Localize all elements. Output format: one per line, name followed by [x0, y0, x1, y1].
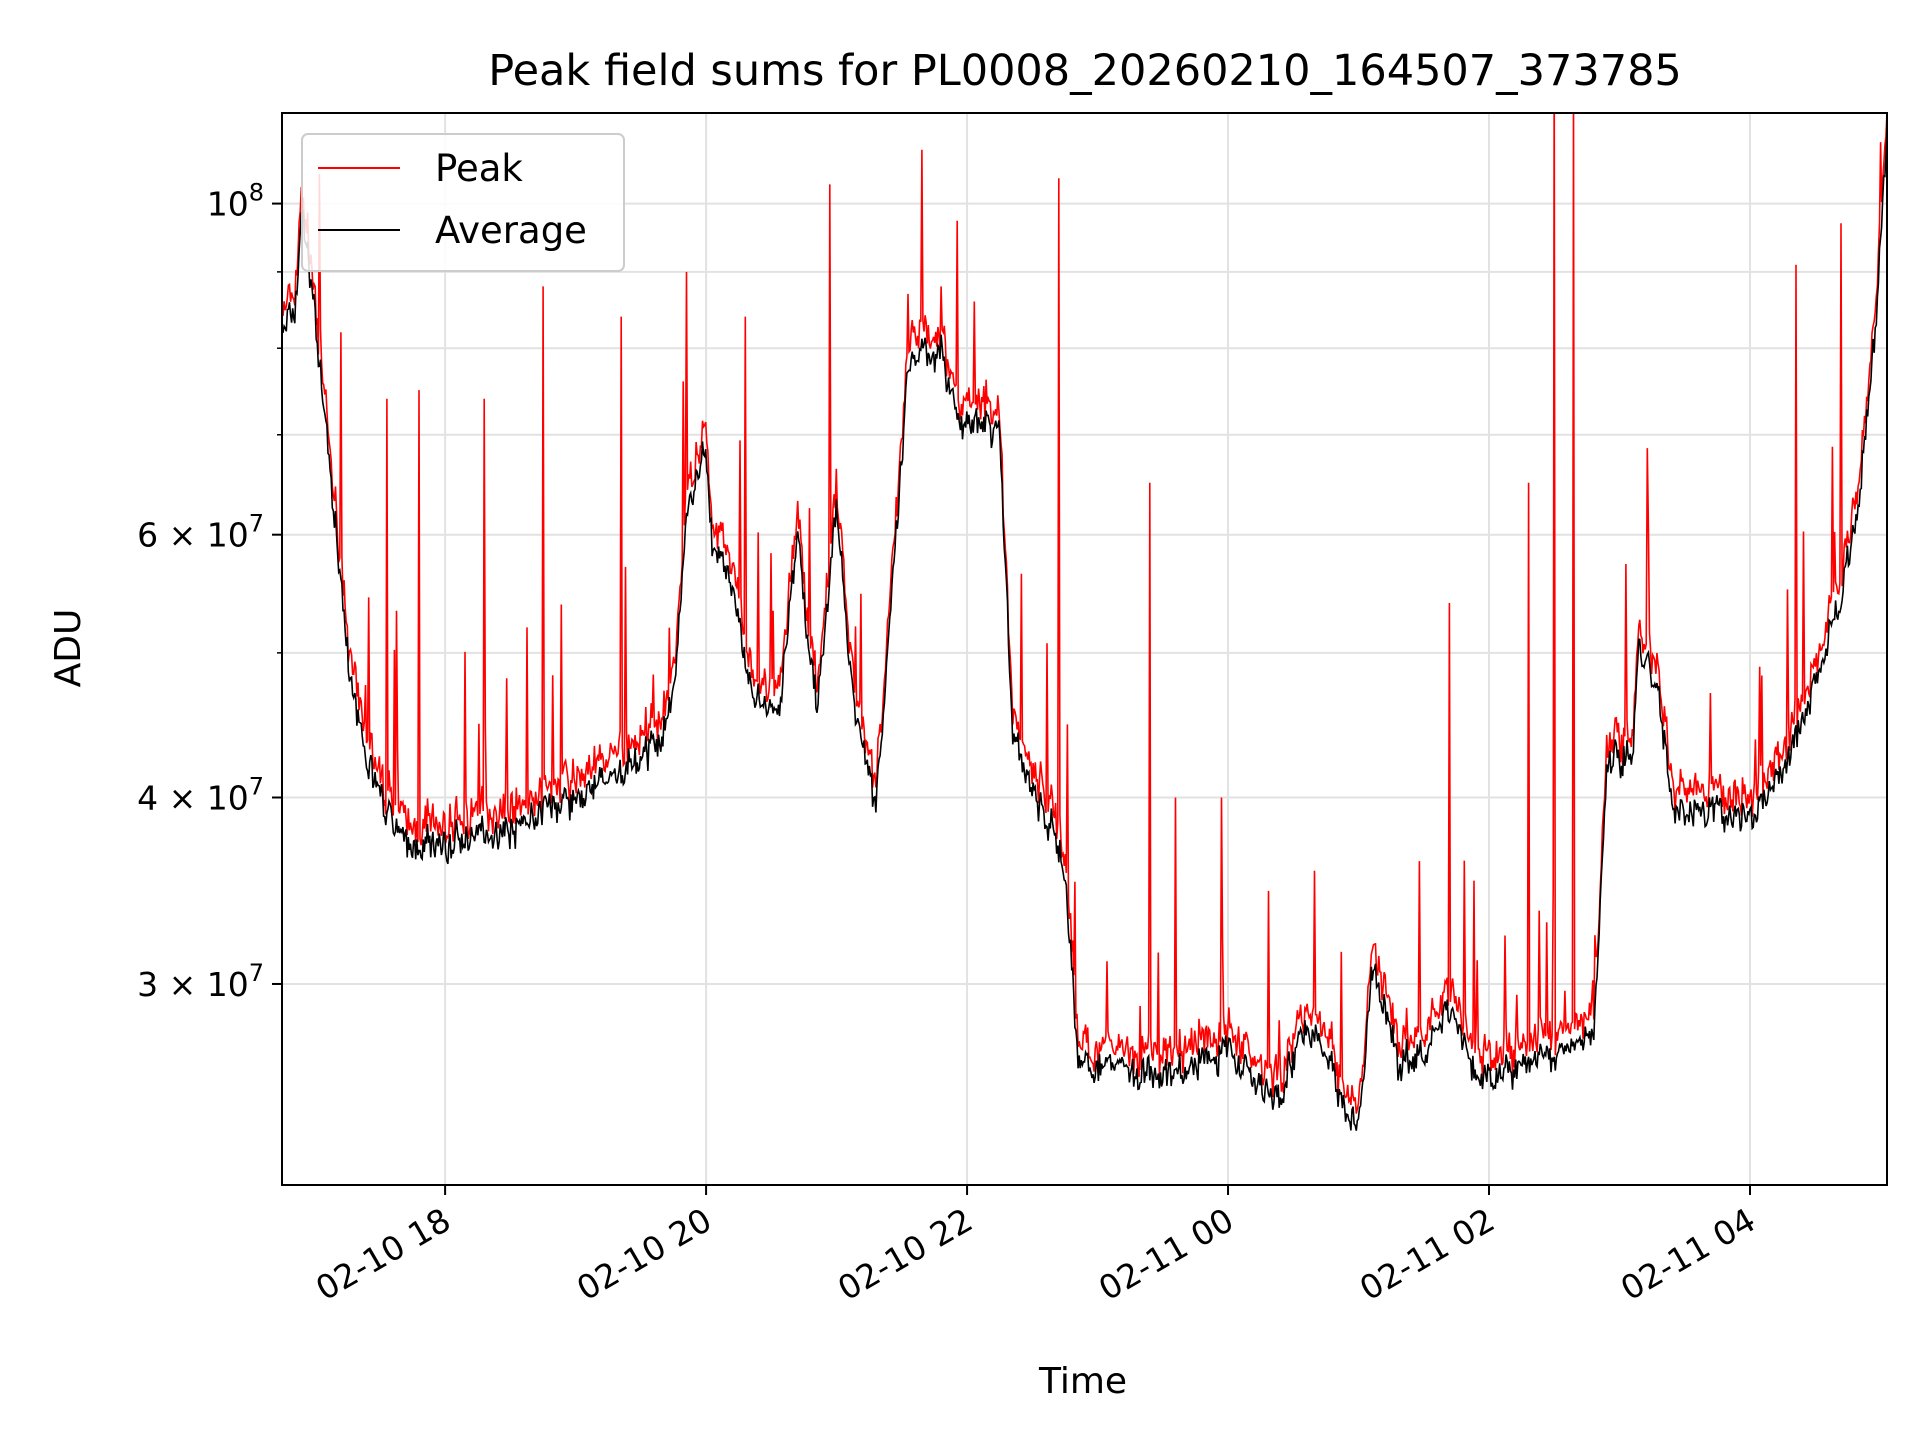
x-tick-label: 02-11 04: [1614, 1200, 1762, 1308]
y-tick-label: 4 × 107: [137, 773, 264, 818]
x-tick-label: 02-11 02: [1353, 1200, 1501, 1308]
y-axis-ticks: 3 × 107 4 × 107 6 × 107 108: [137, 179, 282, 1004]
x-tick-label: 02-10 20: [570, 1200, 718, 1308]
legend: Peak Average: [301, 133, 625, 272]
grid: [282, 113, 1887, 1185]
x-axis-ticks: 02-10 18 02-10 20 02-10 22 02-11 00 02-11 02…: [309, 1185, 1762, 1308]
y-tick-label: 6 × 107: [137, 510, 264, 555]
y-tick-label: 3 × 107: [137, 959, 264, 1004]
y-tick-label: 108: [207, 179, 264, 224]
x-tick-label: 02-11 00: [1092, 1200, 1240, 1308]
plot-frame: [281, 112, 1888, 1186]
y-axis-label: ADU: [48, 609, 89, 688]
x-tick-label: 02-10 18: [309, 1200, 457, 1308]
legend-peak-label: Peak: [435, 147, 523, 190]
chart-title: Peak field sums for PL0008_20260210_1645…: [488, 46, 1682, 96]
x-tick-label: 02-10 22: [831, 1200, 979, 1308]
peak-series-line: [282, 113, 1887, 1114]
x-axis-label: Time: [1038, 1361, 1127, 1402]
average-series-line: [282, 131, 1887, 1131]
plot-area: [282, 113, 1887, 1131]
legend-average-label: Average: [435, 209, 587, 252]
